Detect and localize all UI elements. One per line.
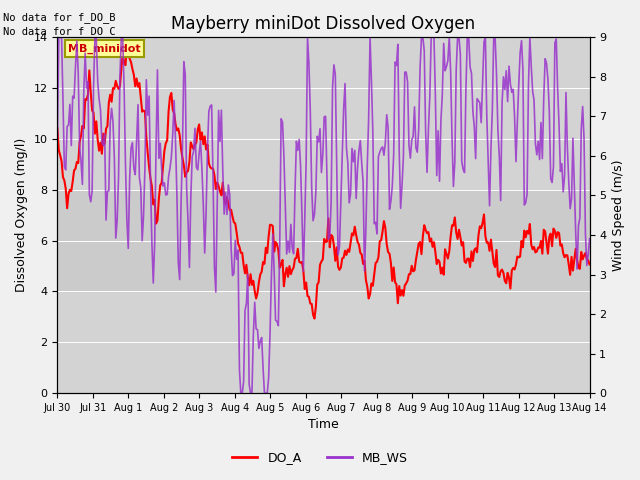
Text: No data for f_DO_B: No data for f_DO_B (3, 12, 116, 23)
Text: No data for f_DO_C: No data for f_DO_C (3, 26, 116, 37)
Title: Mayberry miniDot Dissolved Oxygen: Mayberry miniDot Dissolved Oxygen (172, 15, 476, 33)
Bar (58, 190, 589, 291)
Y-axis label: Dissolved Oxygen (mg/l): Dissolved Oxygen (mg/l) (15, 138, 28, 292)
Y-axis label: Wind Speed (m/s): Wind Speed (m/s) (612, 159, 625, 271)
Text: MB_minidot: MB_minidot (68, 44, 141, 54)
Legend: DO_A, MB_WS: DO_A, MB_WS (227, 446, 413, 469)
X-axis label: Time: Time (308, 419, 339, 432)
